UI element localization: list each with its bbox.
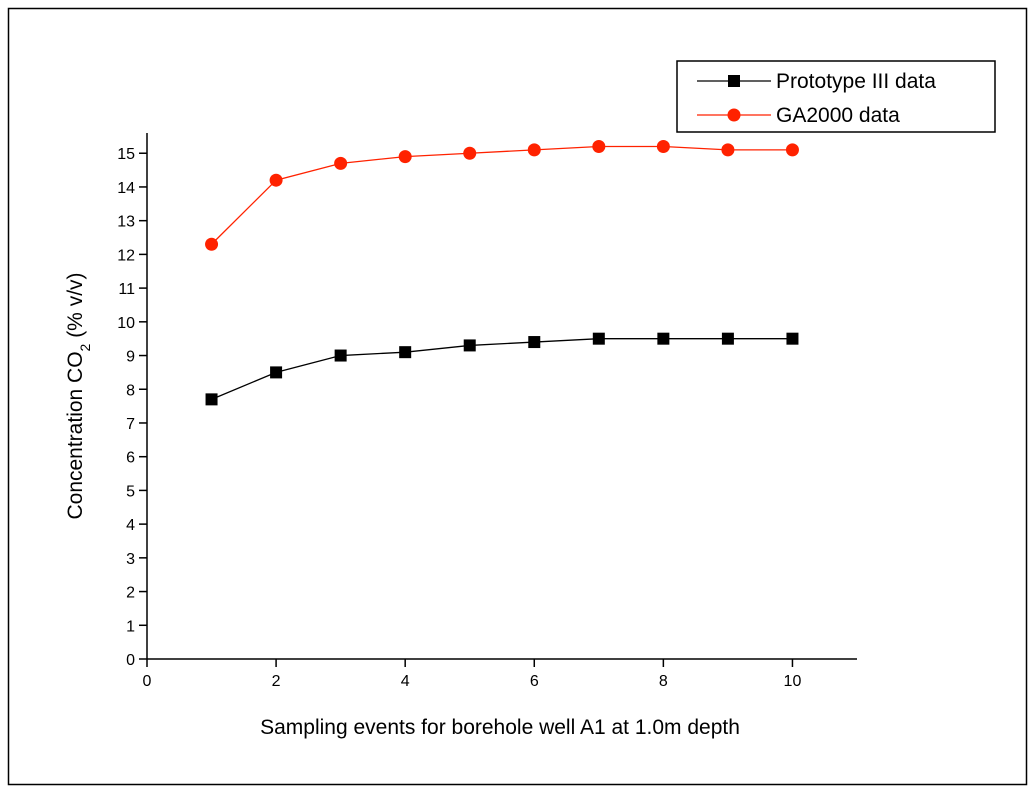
y-tick-label: 1 [126,618,135,635]
point [785,143,799,157]
y-axis-title: Concentration CO2 (% v/v) [64,272,93,519]
x-tick-label: 8 [659,673,668,690]
y-tick-label: 0 [126,652,135,669]
y-tick-label: 2 [126,585,135,602]
x-tick-label: 6 [530,673,539,690]
point [463,339,476,352]
x-tick-label: 10 [784,673,802,690]
x-tick-label: 4 [401,673,410,690]
legend-marker [728,75,740,87]
point [270,366,283,379]
y-tick-label: 4 [126,517,135,534]
y-axis-title-part: Concentration CO [64,351,87,519]
point [592,139,606,153]
x-axis-title: Sampling events for borehole well A1 at … [260,716,740,739]
y-tick-label: 11 [118,281,135,298]
y-tick-label: 15 [117,146,135,163]
y-tick-label: 3 [126,551,135,568]
x-tick-label: 0 [143,673,152,690]
point [205,237,219,251]
point [334,156,348,170]
y-axis-title-part: 2 [77,343,93,351]
y-tick-label: 6 [126,450,135,467]
legend: Prototype III data GA2000 data [676,60,996,133]
legend-label: GA2000 data [776,104,900,127]
point [527,143,541,157]
point [786,332,799,345]
x-tick-label: 2 [272,673,281,690]
y-tick-label: 9 [126,349,135,366]
point [528,336,541,349]
point [334,349,347,362]
frame [7,7,1028,786]
point [657,332,670,345]
y-axis-title-part: (% v/v) [64,272,87,343]
y-tick-label: 10 [117,315,135,332]
point [205,393,218,406]
y-tick-label: 7 [126,416,135,433]
y-tick-label: 8 [126,382,135,399]
y-tick-label: 12 [117,247,135,264]
point [269,173,283,187]
point [721,332,734,345]
point [399,346,412,359]
point [656,139,670,153]
legend-marker [727,108,741,122]
y-tick-label: 13 [117,214,135,231]
point [592,332,605,345]
series-line [211,338,793,400]
y-tick-label: 5 [126,483,135,500]
y-tick-label: 14 [117,180,135,197]
legend-box [676,60,996,133]
legend-label: Prototype III data [776,70,936,93]
point [721,143,735,157]
series-line [211,145,793,245]
point [463,146,477,160]
point [398,150,412,164]
